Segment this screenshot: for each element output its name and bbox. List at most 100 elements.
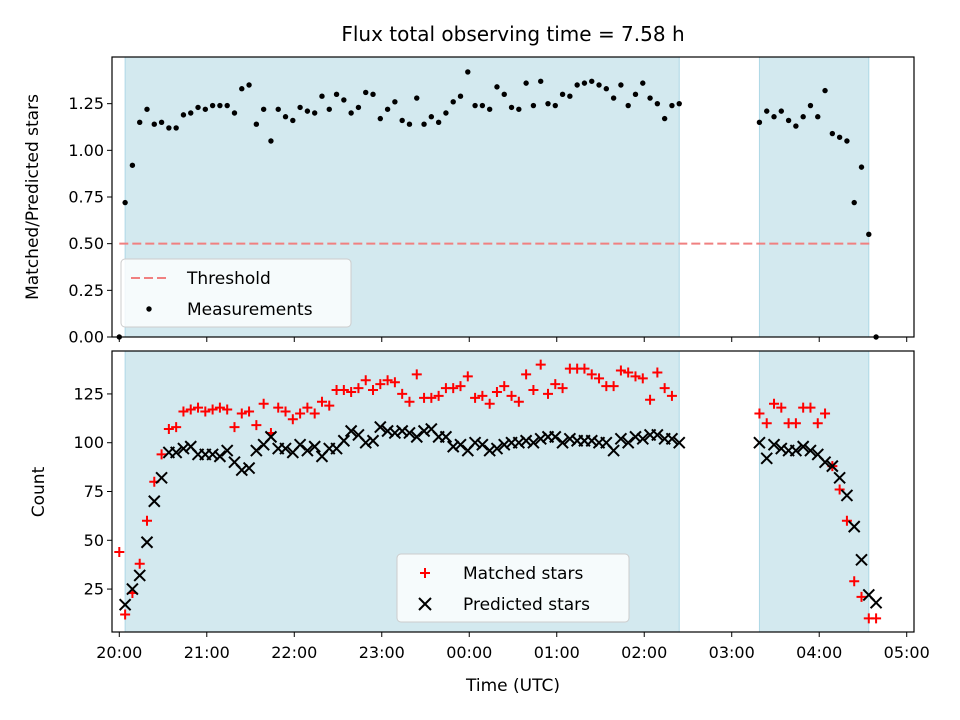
- top-series-0-point-25: [297, 104, 303, 111]
- top-series-0-point-1: [122, 199, 128, 206]
- top-series-0-point-53: [501, 91, 507, 98]
- bottom-series-0-point-25: [295, 408, 306, 419]
- bottom-legend-label-1: Predicted stars: [463, 595, 590, 615]
- top-series-0-point-62: [567, 93, 573, 99]
- bottom-series-1-point-75: [665, 432, 679, 446]
- top-observing-window-1: [758, 56, 870, 338]
- bottom-series-1-point-34: [366, 434, 380, 447]
- top-series-0-point-68: [610, 95, 617, 101]
- top-series-0-point-71: [632, 91, 639, 98]
- bottom-series-1-point-71: [636, 432, 649, 446]
- top-series-0-point-52: [494, 84, 500, 90]
- top-series-0-point-90: [844, 138, 850, 144]
- top-series-0-point-39: [399, 117, 405, 124]
- bottom-series-0-point-0: [114, 546, 125, 557]
- top-series-0-point-58: [538, 78, 544, 84]
- bottom-series-1-point-89: [840, 489, 854, 502]
- top-series-0-point-67: [603, 86, 610, 92]
- bottom-y-tick-label-0: 25: [84, 580, 104, 599]
- bottom-series-0-point-55: [513, 396, 524, 407]
- bottom-series-1-point-2: [133, 569, 146, 582]
- top-series-0-point-42: [421, 121, 427, 127]
- bottom-series-0-point-54: [506, 390, 517, 401]
- bottom-series-1-point-52: [498, 438, 511, 451]
- bottom-series-0-point-19: [251, 420, 262, 431]
- top-series-0-point-54: [508, 104, 515, 111]
- top-series-0-point-81: [778, 108, 785, 114]
- top-series-0-point-48: [465, 69, 471, 75]
- bottom-series-1-point-79: [767, 438, 781, 451]
- top-series-0-point-14: [217, 102, 223, 109]
- bottom-series-0-point-61: [557, 383, 568, 394]
- top-series-0-point-70: [625, 102, 631, 109]
- top-series-0-point-9: [180, 112, 187, 118]
- bottom-legend-marker-1: [418, 597, 432, 611]
- top-series-0-point-66: [596, 82, 602, 88]
- top-series-0-point-27: [311, 110, 318, 116]
- top-series-0-point-92: [858, 164, 865, 170]
- top-series-0-point-49: [472, 102, 478, 109]
- x-tick-label-5: 01:00: [534, 643, 580, 662]
- top-series-0-point-82: [785, 117, 792, 124]
- bottom-series-0-point-33: [353, 383, 364, 394]
- bottom-series-1-point-16: [235, 463, 248, 477]
- bottom-series-0-point-37: [382, 375, 393, 386]
- bottom-series-0-point-49: [470, 392, 481, 403]
- bottom-series-0-point-38: [389, 377, 400, 388]
- top-series-0-point-30: [333, 91, 340, 98]
- top-series-0-point-87: [822, 87, 828, 94]
- top-series-0-point-84: [800, 114, 806, 120]
- bottom-series-1-point-49: [476, 438, 489, 451]
- top-series-0-point-22: [275, 106, 281, 112]
- bottom-series-1-point-8: [177, 442, 190, 455]
- bottom-series-0-point-24: [287, 414, 298, 425]
- bottom-series-0-point-53: [499, 381, 510, 392]
- bottom-series-0-point-60: [550, 379, 561, 390]
- top-series-0-point-43: [428, 114, 435, 120]
- top-y-tick-label-5: 1.25: [68, 94, 104, 113]
- bottom-series-0-point-78: [761, 418, 772, 429]
- bottom-legend-marker-0: [420, 568, 430, 578]
- bottom-series-0-point-85: [812, 418, 823, 429]
- top-legend-label-0: Threshold: [186, 269, 271, 289]
- bottom-series-0-point-35: [368, 385, 379, 396]
- bottom-series-1-point-54: [512, 436, 526, 449]
- top-series-0-point-61: [559, 91, 566, 98]
- bottom-series-0-point-93: [871, 613, 882, 624]
- bottom-series-0-point-34: [360, 375, 371, 386]
- bottom-series-1-point-39: [403, 426, 416, 440]
- bottom-series-0-point-72: [637, 373, 648, 384]
- top-legend-marker-1: [146, 306, 152, 312]
- bottom-series-1-point-33: [359, 436, 372, 449]
- bottom-series-1-point-77: [753, 436, 766, 449]
- bottom-y-axis-label: Count: [29, 466, 49, 517]
- bottom-series-1-point-73: [651, 428, 664, 442]
- top-series-0-point-50: [479, 102, 486, 109]
- bottom-series-1-point-4: [148, 495, 161, 508]
- bottom-series-0-point-65: [586, 369, 597, 380]
- top-series-0-point-28: [319, 93, 325, 99]
- bottom-series-1-point-55: [519, 434, 533, 447]
- bottom-series-1-point-68: [614, 432, 628, 446]
- bottom-series-1-point-69: [621, 436, 635, 449]
- x-axis-label: Time (UTC): [465, 676, 560, 696]
- bottom-legend-box: [396, 553, 630, 623]
- bottom-series-0-point-15: [222, 404, 233, 415]
- bottom-series-0-point-80: [776, 402, 787, 413]
- top-series-0-point-64: [581, 80, 588, 86]
- bottom-series-1-point-46: [454, 438, 467, 451]
- bottom-series-0-point-13: [207, 404, 218, 415]
- top-series-0-point-86: [815, 114, 821, 120]
- top-series-0-point-32: [348, 110, 354, 116]
- bottom-series-0-point-91: [856, 591, 867, 602]
- bottom-panel: Time (UTC) Count 25 50 75 100 125 20:00 21:00 2…: [29, 350, 930, 696]
- top-series-0-point-74: [654, 100, 661, 107]
- bottom-series-0-point-40: [404, 396, 415, 407]
- bottom-series-0-point-59: [542, 388, 553, 399]
- top-series-0-point-38: [392, 99, 398, 105]
- bottom-series-0-point-88: [834, 484, 845, 495]
- bottom-series-1-point-83: [796, 440, 810, 453]
- top-series-0-point-41: [414, 95, 420, 101]
- bottom-series-1-point-61: [563, 432, 577, 446]
- bottom-series-1-point-17: [242, 461, 256, 475]
